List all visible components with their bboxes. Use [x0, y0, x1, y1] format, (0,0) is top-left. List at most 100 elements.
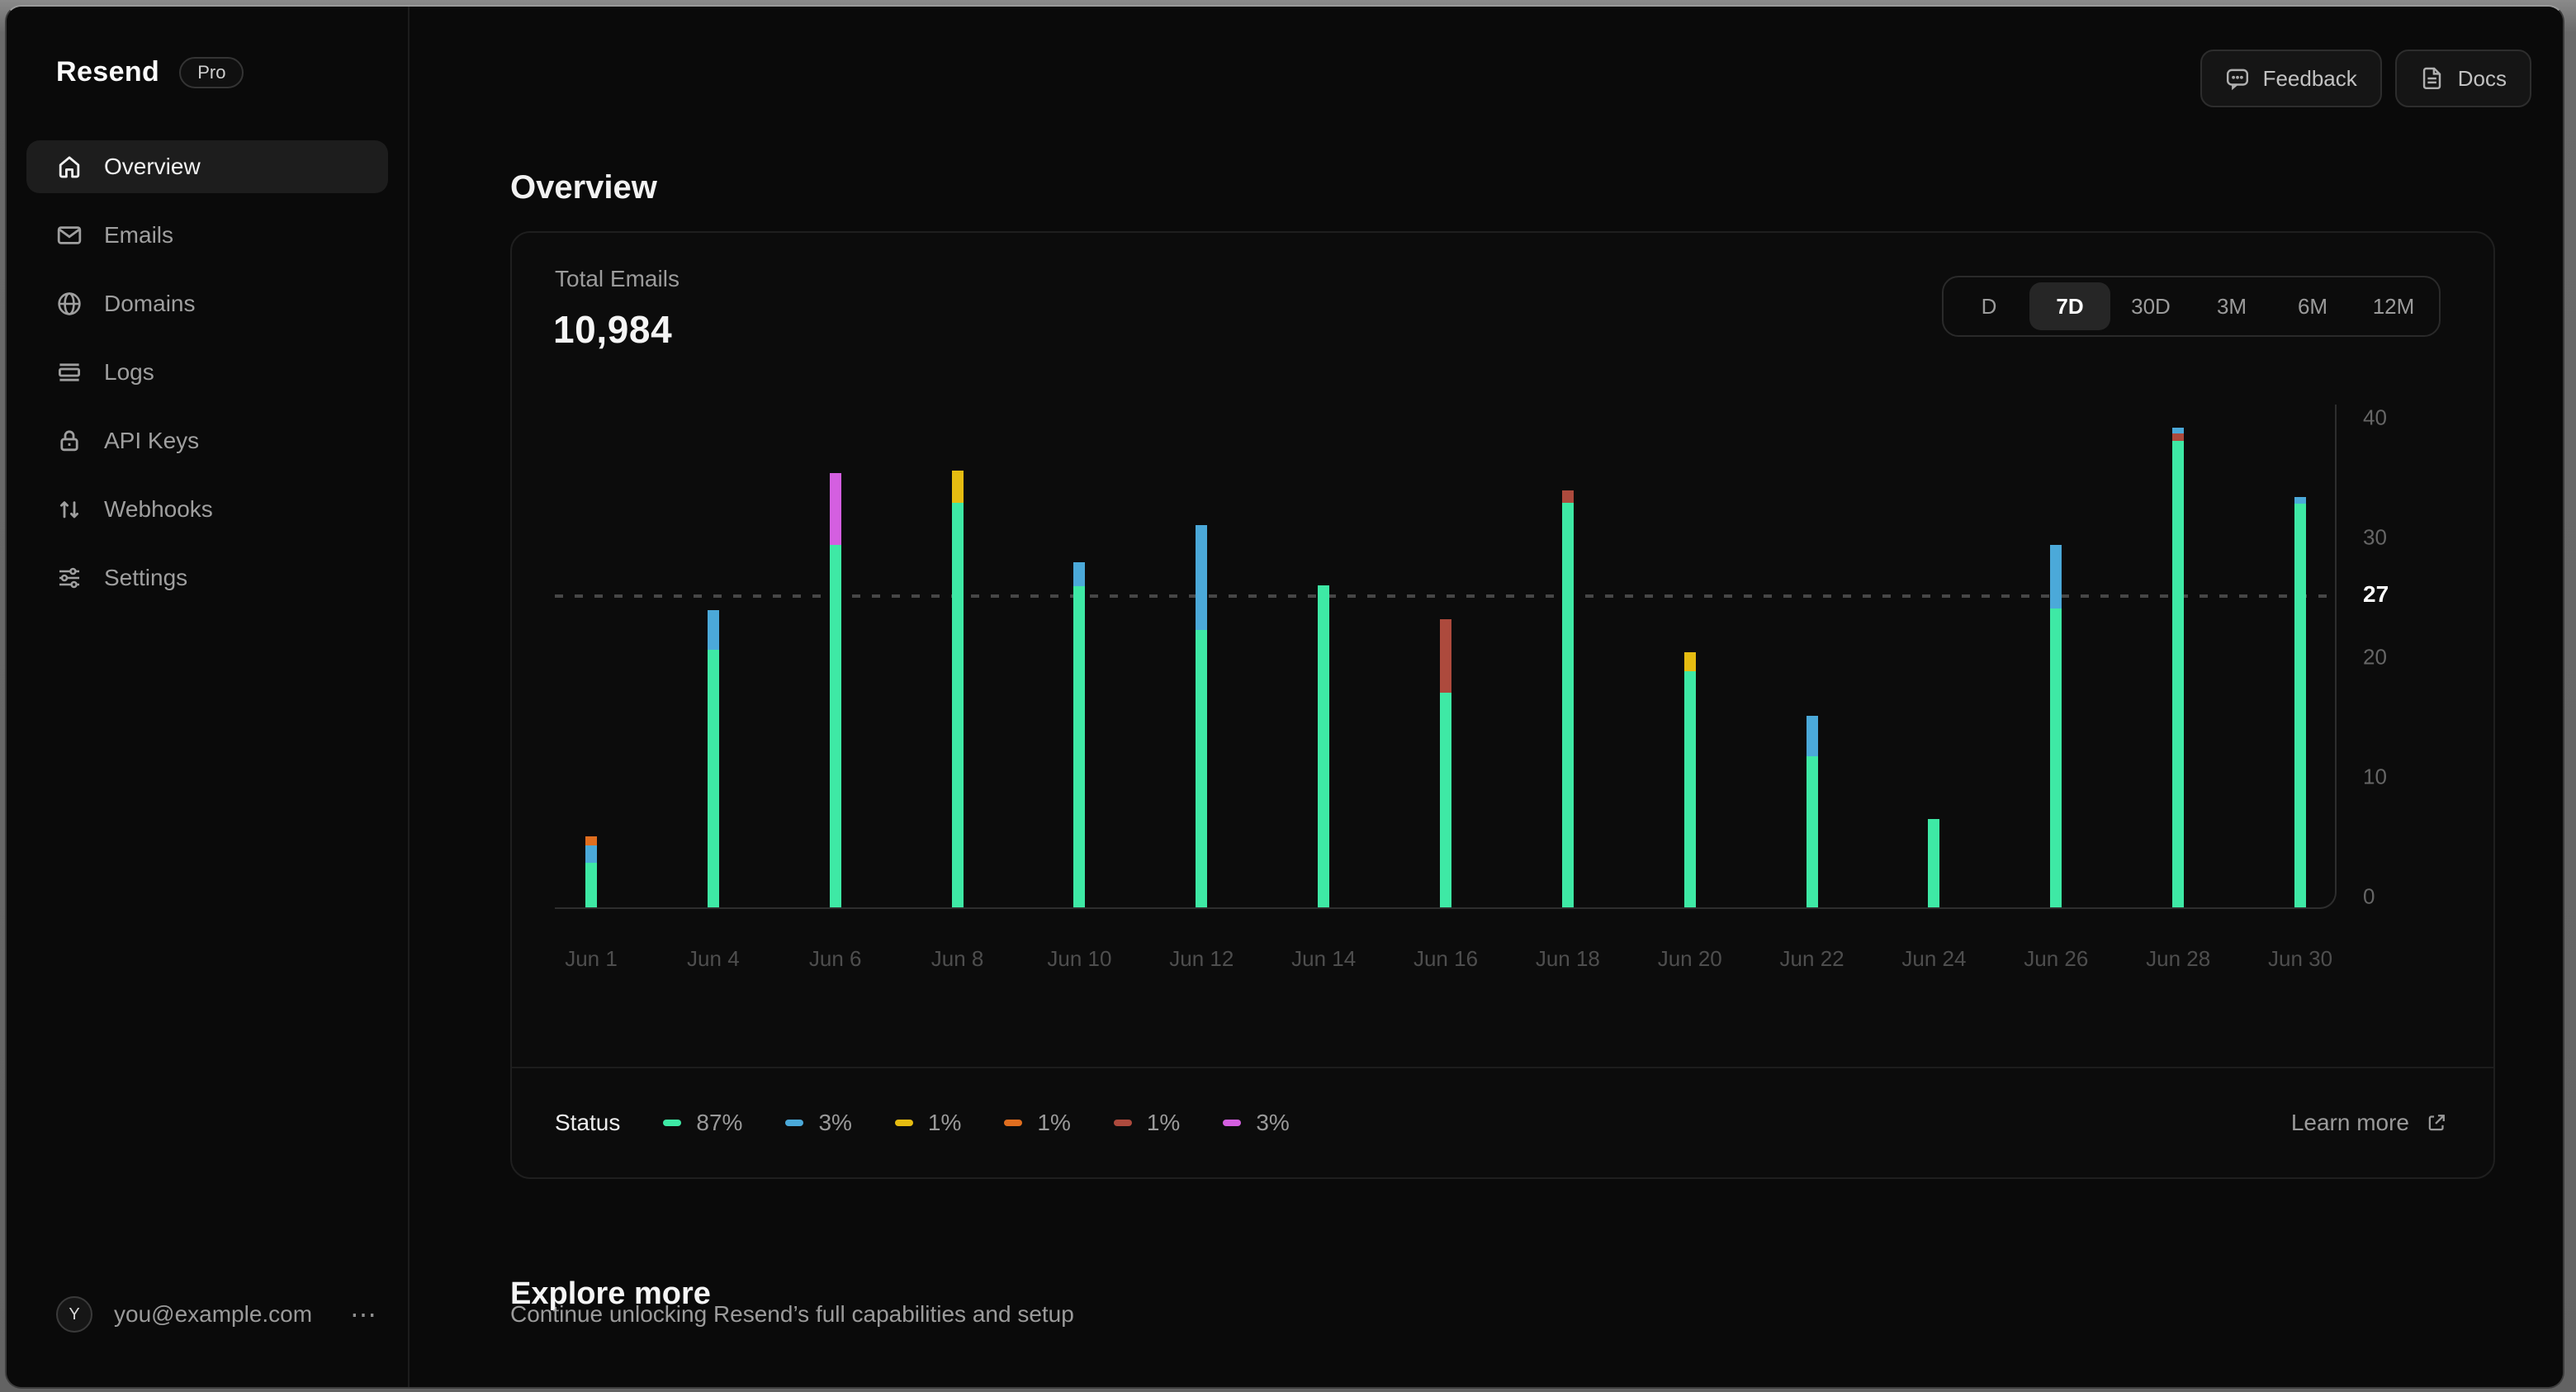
bar-segment-green — [707, 650, 719, 907]
sidebar-item-webhooks[interactable]: Webhooks — [26, 483, 388, 536]
bar-segment-blue — [1073, 562, 1086, 587]
sidebar-nav: Overview Emails Domains Logs API Keys Webhook… — [26, 140, 388, 604]
y-axis-tick-0: 0 — [2363, 883, 2375, 909]
main-content: Feedback Docs Overview Total Emai — [410, 7, 2563, 1387]
docs-button[interactable]: Docs — [2394, 50, 2531, 107]
arrows-icon — [56, 496, 83, 523]
bar-segment-blue — [1196, 525, 1208, 630]
metric-label: Total Emails — [555, 266, 680, 291]
app-logo: Resend — [56, 56, 160, 88]
bar-jun-26[interactable] — [2050, 544, 2062, 907]
range-button-d[interactable]: D — [1981, 293, 1997, 319]
bar-jun-28[interactable] — [2172, 427, 2185, 907]
legend-percentage: 3% — [1256, 1110, 1290, 1135]
learn-more-label: Learn more — [2290, 1110, 2409, 1135]
feedback-bubble-icon — [2225, 66, 2250, 91]
sidebar-item-label: Settings — [104, 565, 188, 590]
range-button-30d[interactable]: 30D — [2131, 293, 2171, 319]
bar-segment-blue — [2294, 496, 2307, 504]
x-axis-label: Jun 16 — [1413, 946, 1479, 971]
feedback-button[interactable]: Feedback — [2200, 50, 2382, 107]
sidebar: Resend Pro Overview Emails Domains Logs API … — [7, 7, 410, 1387]
sidebar-item-settings[interactable]: Settings — [26, 552, 388, 604]
legend-swatch-red — [1113, 1120, 1132, 1126]
legend-item-yellow: 1% — [894, 1110, 962, 1136]
legend-swatch-green — [663, 1120, 682, 1126]
explore-more-subtitle: Continue unlocking Resend’s full capabil… — [510, 1301, 1074, 1327]
legend-percentage: 3% — [818, 1110, 852, 1135]
range-button-3m[interactable]: 3M — [2216, 293, 2247, 319]
bar-segment-orange — [585, 836, 597, 845]
globe-icon — [56, 291, 83, 317]
range-button-6m[interactable]: 6M — [2297, 293, 2328, 319]
bar-jun-22[interactable] — [1806, 716, 1818, 907]
bar-segment-green — [1318, 585, 1330, 907]
bar-jun-14[interactable] — [1318, 585, 1330, 907]
bar-segment-green — [1683, 671, 1696, 907]
bar-segment-green — [829, 544, 841, 907]
sidebar-item-label: Logs — [104, 359, 154, 385]
x-axis-label: Jun 12 — [1169, 946, 1234, 971]
user-menu-button[interactable]: ⋯ — [350, 1300, 378, 1329]
bar-segment-green — [2294, 504, 2307, 907]
legend-row: Status 87% 3% 1% 1% 1% 3% Learn more — [512, 1067, 2493, 1177]
sidebar-item-label: Overview — [104, 154, 201, 179]
bar-jun-12[interactable] — [1196, 525, 1208, 907]
sidebar-item-overview[interactable]: Overview — [26, 140, 388, 193]
bar-jun-24[interactable] — [1928, 818, 1940, 907]
legend-percentage: 1% — [927, 1110, 962, 1135]
plan-badge: Pro — [179, 56, 244, 88]
x-axis-label: Jun 18 — [1535, 946, 1600, 971]
external-link-icon — [2426, 1112, 2447, 1134]
legend-percentage: 1% — [1037, 1110, 1071, 1135]
legend-swatch-yellow — [894, 1120, 913, 1126]
learn-more-link[interactable]: Learn more — [2291, 1110, 2447, 1136]
legend-item-magenta: 3% — [1223, 1110, 1290, 1136]
reference-line-label: 27 — [2363, 581, 2389, 607]
bar-jun-8[interactable] — [951, 470, 964, 907]
bar-segment-red — [1440, 618, 1452, 694]
bar-segment-blue — [707, 610, 719, 651]
page-title: Overview — [510, 168, 657, 206]
bar-jun-30[interactable] — [2294, 496, 2307, 907]
legend-swatch-orange — [1004, 1120, 1023, 1126]
document-icon — [2420, 66, 2445, 91]
x-axis-label: Jun 24 — [1901, 946, 1967, 971]
bar-segment-blue — [2050, 544, 2062, 608]
bar-segment-green — [2050, 608, 2062, 907]
bar-jun-20[interactable] — [1683, 652, 1696, 907]
bar-jun-16[interactable] — [1440, 618, 1452, 907]
sidebar-item-logs[interactable]: Logs — [26, 346, 388, 399]
bar-jun-4[interactable] — [707, 610, 719, 907]
sliders-icon — [56, 565, 83, 591]
sidebar-item-domains[interactable]: Domains — [26, 277, 388, 330]
sidebar-item-emails[interactable]: Emails — [26, 209, 388, 262]
lock-icon — [56, 428, 83, 454]
logo-row: Resend Pro — [56, 56, 244, 88]
legend-items: 87% 3% 1% 1% 1% 3% — [663, 1110, 2290, 1136]
bar-segment-red — [2172, 433, 2185, 441]
sidebar-item-api-keys[interactable]: API Keys — [26, 414, 388, 467]
x-axis-label: Jun 4 — [687, 946, 740, 971]
range-button-12m[interactable]: 12M — [2372, 293, 2415, 319]
bar-jun-1[interactable] — [585, 836, 597, 907]
bar-segment-blue — [1806, 716, 1818, 757]
avatar: Y — [56, 1296, 92, 1333]
legend-item-blue: 3% — [785, 1110, 852, 1136]
sidebar-item-label: Domains — [104, 291, 196, 316]
x-axis-label: Jun 6 — [808, 946, 862, 971]
total-emails-card: Total Emails 10,984 D 7D 30D 3M 6M 12M Jun 1 J… — [510, 231, 2495, 1179]
x-axis-label: Jun 22 — [1779, 946, 1844, 971]
bar-segment-green — [1073, 586, 1086, 907]
bar-jun-6[interactable] — [829, 472, 841, 907]
bar-jun-18[interactable] — [1561, 490, 1574, 907]
range-button-7d[interactable]: 7D — [2029, 282, 2110, 330]
user-row[interactable]: Y you@example.com ⋯ — [56, 1296, 385, 1333]
legend-percentage: 1% — [1146, 1110, 1181, 1135]
bar-segment-green — [2172, 440, 2185, 907]
chart-plot-frame — [555, 405, 2337, 909]
x-axis-label: Jun 28 — [2146, 946, 2211, 971]
bar-segment-green — [1440, 693, 1452, 907]
bar-jun-10[interactable] — [1073, 562, 1086, 907]
